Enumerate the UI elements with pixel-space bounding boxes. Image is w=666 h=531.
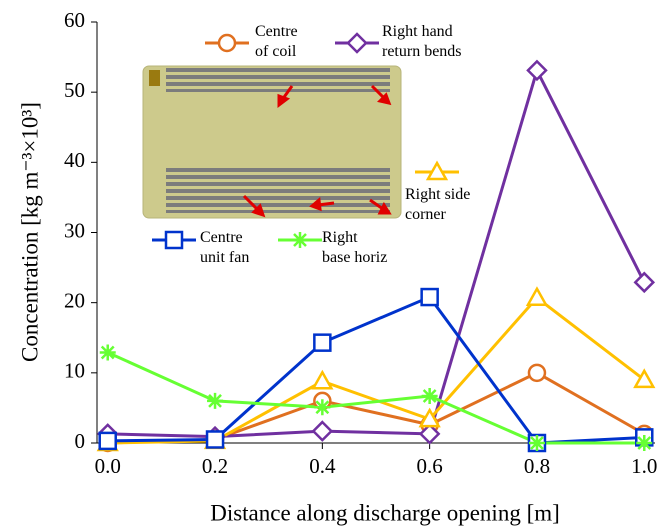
y-axis-title: Concentration [kg m⁻³×10³]: [17, 102, 42, 362]
legend-label: Right side corner: [405, 185, 470, 225]
x-tick-label: 0.4: [309, 454, 336, 478]
marker: [636, 435, 652, 451]
y-tick-label: 10: [64, 359, 85, 383]
x-tick-label: 1.0: [631, 454, 657, 478]
marker: [635, 273, 653, 291]
y-tick-label: 0: [75, 429, 86, 453]
chart-page: 0 10 20 30 40 50 60 0.0 0.2 0.4 0.6 0.8 1.0 Distance…: [0, 0, 666, 531]
legend-label: Right base horiz: [322, 228, 387, 268]
marker: [422, 388, 438, 404]
y-tick-label: 30: [64, 218, 85, 242]
inset-photo: [143, 66, 401, 218]
y-tick-label: 40: [64, 148, 85, 172]
marker: [219, 35, 235, 51]
x-tick-label: 0.6: [417, 454, 443, 478]
legend-label: Right hand return bends: [382, 22, 462, 62]
marker: [529, 435, 545, 451]
marker: [422, 289, 438, 305]
legend-label: Centre unit fan: [200, 228, 249, 268]
marker: [100, 344, 116, 360]
x-axis-title: Distance along discharge opening [m]: [210, 500, 560, 525]
y-tick-label: 60: [64, 8, 85, 32]
marker: [207, 431, 223, 447]
marker: [207, 393, 223, 409]
marker: [528, 61, 546, 79]
x-tick-label: 0.8: [524, 454, 550, 478]
marker: [313, 422, 331, 440]
marker: [348, 34, 366, 52]
marker: [100, 433, 116, 449]
series-line: [108, 352, 645, 443]
legend-label: Centre of coil: [255, 22, 298, 62]
x-tick-label: 0.0: [95, 454, 121, 478]
y-tick-label: 20: [64, 288, 85, 312]
marker: [292, 232, 308, 248]
marker: [314, 399, 330, 415]
marker: [529, 365, 545, 381]
y-tick-label: 50: [64, 78, 85, 102]
marker: [166, 232, 182, 248]
marker: [528, 289, 546, 305]
marker: [314, 335, 330, 351]
marker: [313, 372, 331, 388]
x-tick-label: 0.2: [202, 454, 228, 478]
